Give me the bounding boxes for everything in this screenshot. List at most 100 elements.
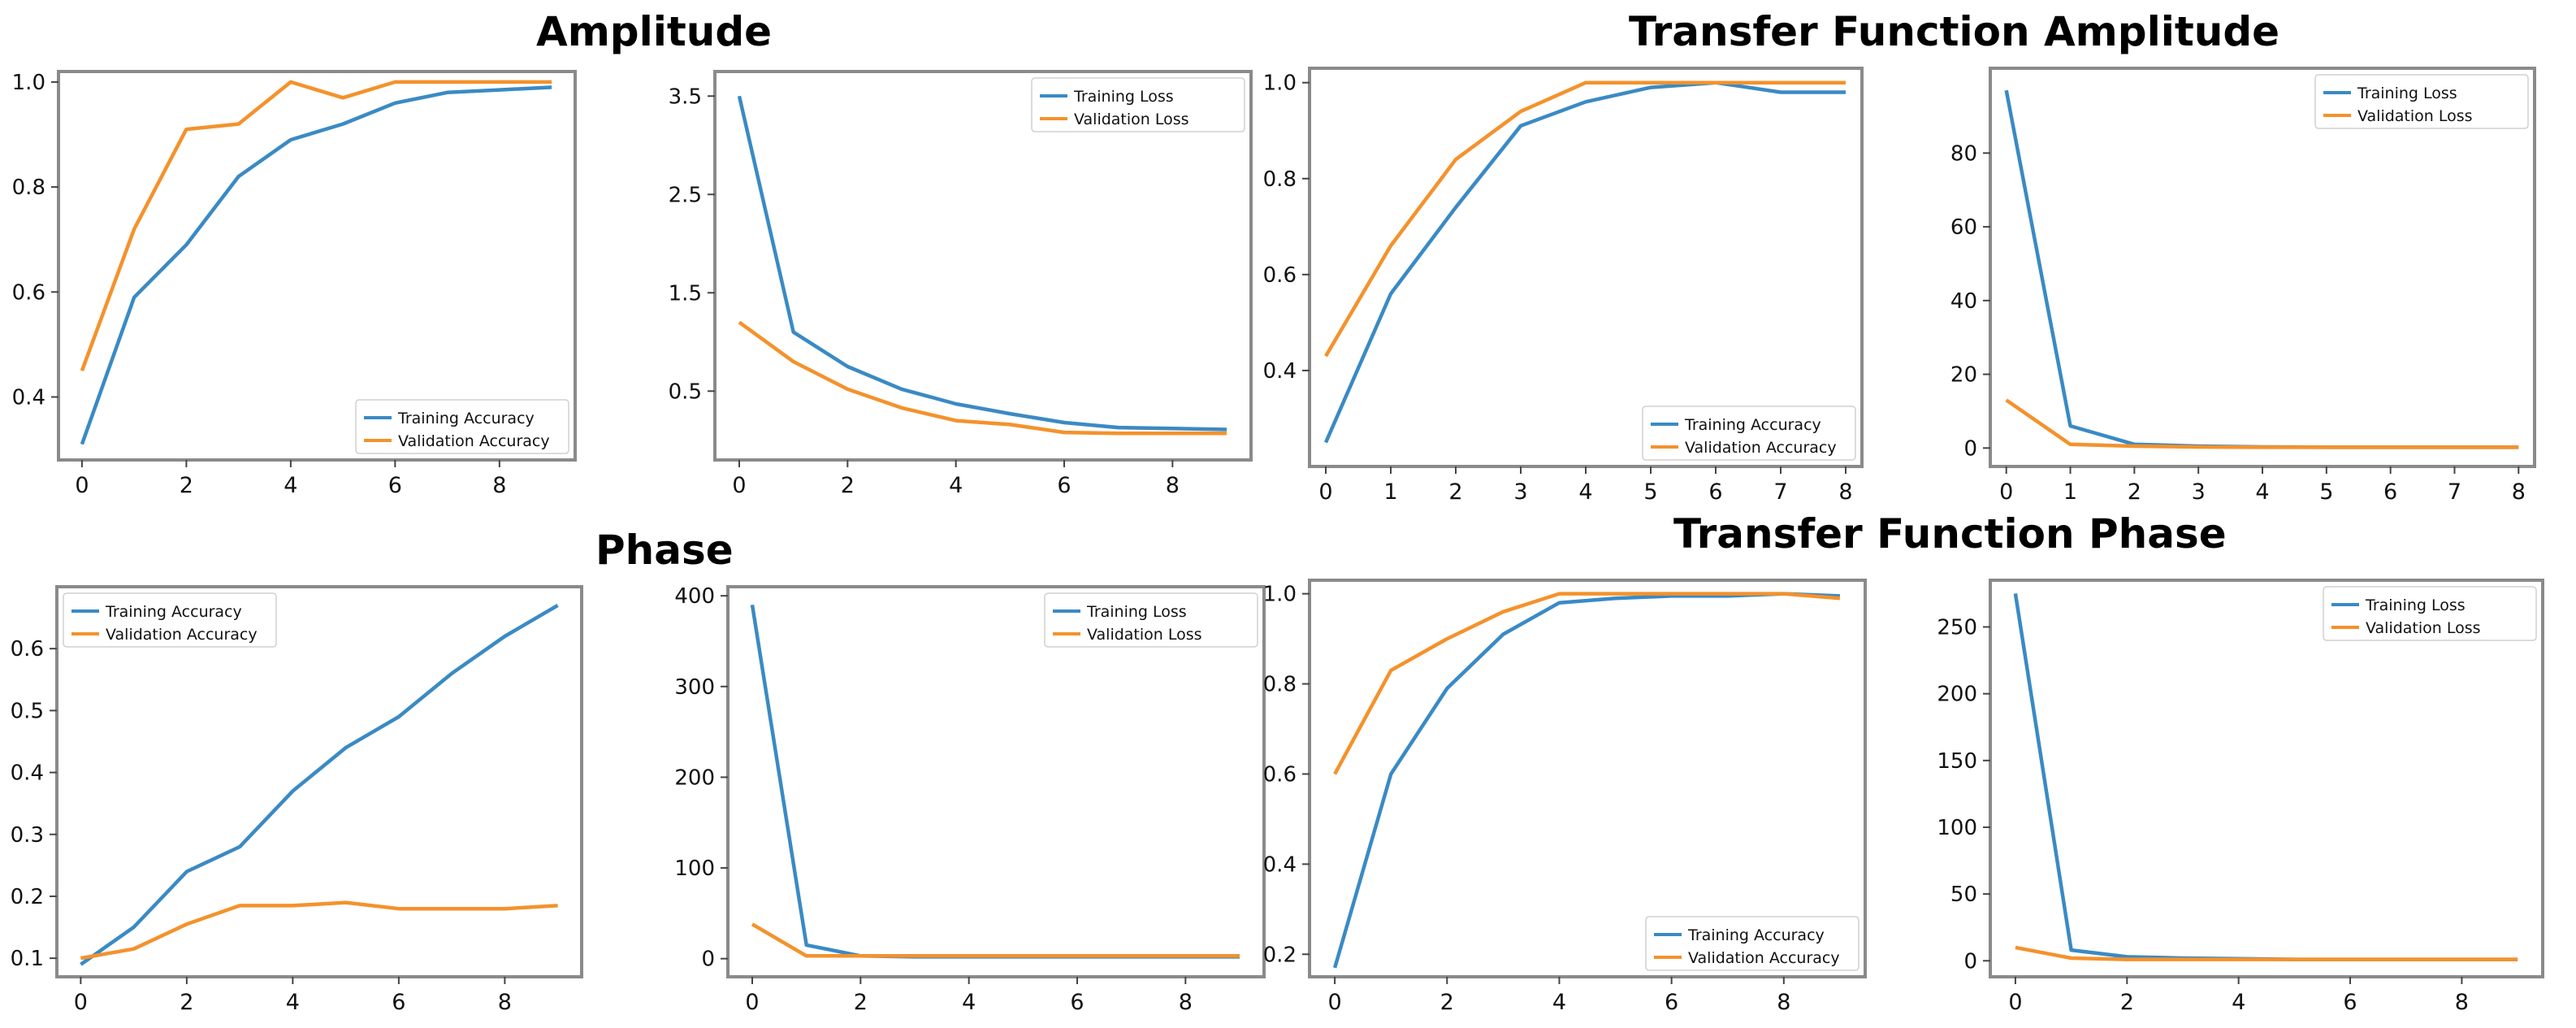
transfer-function-phase-title: Transfer Function Phase xyxy=(1673,510,2227,557)
legend-label: Validation Loss xyxy=(2357,107,2473,125)
legend-label: Validation Accuracy xyxy=(1688,949,1840,967)
y-tick-label: 400 xyxy=(674,584,715,609)
y-tick-label: 20 xyxy=(1950,363,1977,388)
x-tick-label: 2 xyxy=(2120,990,2134,1015)
x-tick-label: 8 xyxy=(1838,479,1852,505)
legend-label: Validation Loss xyxy=(2366,619,2481,637)
x-tick-label: 0 xyxy=(745,990,759,1015)
y-tick-label: 0.5 xyxy=(11,699,44,723)
x-tick-label: 4 xyxy=(949,473,963,498)
x-tick-label: 1 xyxy=(1383,479,1397,505)
chart-tf-phase-loss: 0 2 4 6 8 0 50 100 150 200 250 Training Loss Validat… xyxy=(1937,579,2544,1015)
series-line-validation xyxy=(751,922,1240,958)
legend-label: Validation Loss xyxy=(1087,626,1202,644)
x-tick-label: 8 xyxy=(498,990,512,1015)
legend-label: Training Accuracy xyxy=(397,410,535,427)
x-tick-label: 4 xyxy=(286,990,300,1015)
legend-label: Validation Accuracy xyxy=(1685,439,1837,457)
y-tick-label: 150 xyxy=(1937,749,1977,774)
x-tick-label: 3 xyxy=(2192,479,2206,505)
x-tick-label: 6 xyxy=(392,990,405,1015)
y-tick-label: 60 xyxy=(1950,215,1977,240)
y-tick-label: 0.4 xyxy=(1263,852,1297,877)
series-line-validation xyxy=(1333,592,1841,775)
legend: Training Loss Validation Loss xyxy=(1044,592,1258,648)
y-tick-label: 1.0 xyxy=(1263,72,1297,96)
y-tick-label: 200 xyxy=(674,766,715,790)
series-line-training xyxy=(80,603,559,966)
plot-frame xyxy=(1989,579,2544,978)
legend: Training Loss Validation Loss xyxy=(1031,77,1245,132)
legend-box xyxy=(1642,406,1856,461)
series-line-validation xyxy=(80,80,552,371)
legend: Training Loss Validation Loss xyxy=(2314,74,2529,129)
series-line-validation xyxy=(1324,80,1846,358)
y-tick-label: 250 xyxy=(1937,616,1977,640)
x-tick-label: 8 xyxy=(1166,473,1180,498)
x-tick-label: 0 xyxy=(1318,479,1332,505)
legend: Training Loss Validation Loss xyxy=(2323,586,2537,641)
legend-label: Validation Accuracy xyxy=(398,432,550,450)
y-tick-label: 2.5 xyxy=(669,183,702,207)
y-tick-label: 3.5 xyxy=(669,85,702,109)
x-tick-label: 8 xyxy=(1179,990,1193,1015)
y-tick-label: 200 xyxy=(1937,683,1977,707)
y-tick-label: 0.6 xyxy=(1263,263,1297,288)
y-tick-label: 0.8 xyxy=(1263,167,1297,192)
legend: Training Accuracy Validation Accuracy xyxy=(63,592,277,648)
y-tick-label: 0.6 xyxy=(1263,762,1297,787)
y-tick-label: 0.4 xyxy=(1263,359,1297,384)
y-tick-label: 50 xyxy=(1950,883,1977,907)
x-tick-label: 7 xyxy=(1773,479,1787,505)
legend: Training Accuracy Validation Accuracy xyxy=(355,399,569,454)
series-line-training xyxy=(750,604,1240,959)
y-tick-label: 0 xyxy=(1963,949,1977,974)
chart-amp-loss: 0 2 4 6 8 0.5 1.5 2.5 3.5 Training Loss Validation… xyxy=(669,70,1253,498)
series-line-training xyxy=(1323,80,1846,444)
x-tick-label: 7 xyxy=(2448,479,2461,505)
y-tick-label: 0.2 xyxy=(1263,943,1297,967)
x-tick-label: 6 xyxy=(1708,479,1722,505)
series-line-training xyxy=(1332,592,1840,969)
amplitude-title: Amplitude xyxy=(536,8,773,55)
x-tick-label: 6 xyxy=(1070,990,1084,1015)
series-line-training xyxy=(80,85,552,445)
x-tick-label: 6 xyxy=(1665,990,1678,1015)
y-tick-label: 0.6 xyxy=(12,280,45,305)
legend: Training Accuracy Validation Accuracy xyxy=(1642,406,1856,461)
x-tick-label: 5 xyxy=(2319,479,2333,505)
plot-frame xyxy=(713,70,1253,462)
series-line-training xyxy=(2013,593,2518,961)
x-tick-label: 6 xyxy=(1057,473,1071,498)
x-tick-label: 6 xyxy=(388,473,402,498)
legend-label: Training Accuracy xyxy=(105,603,242,621)
y-tick-label: 100 xyxy=(1937,816,1977,840)
series-line-training xyxy=(2004,89,2519,449)
x-tick-label: 2 xyxy=(841,473,855,498)
y-tick-label: 0.8 xyxy=(12,176,45,200)
chart-amp-acc: 0 2 4 6 8 0.4 0.6 0.8 1.0 Training Accuracy Valida… xyxy=(12,70,577,498)
y-tick-label: 0.4 xyxy=(11,761,44,786)
y-tick-label: 0.4 xyxy=(12,385,45,410)
x-tick-label: 4 xyxy=(1578,479,1592,505)
legend-label: Training Loss xyxy=(1073,88,1174,106)
y-tick-label: 1.5 xyxy=(669,281,702,306)
x-tick-label: 1 xyxy=(2063,479,2077,505)
x-tick-label: 2 xyxy=(2128,479,2141,505)
x-tick-label: 4 xyxy=(2232,990,2245,1015)
x-tick-label: 0 xyxy=(1327,990,1341,1015)
x-tick-label: 2 xyxy=(1448,479,1462,505)
legend-box xyxy=(1645,916,1859,971)
x-tick-label: 0 xyxy=(75,473,89,498)
x-tick-label: 0 xyxy=(74,990,88,1015)
x-tick-label: 4 xyxy=(1552,990,1566,1015)
legend-label: Training Loss xyxy=(1086,603,1187,621)
x-tick-label: 2 xyxy=(180,473,193,498)
plot-frame xyxy=(57,70,577,462)
series-line-validation xyxy=(80,900,558,961)
legend-label: Training Loss xyxy=(2365,596,2466,614)
y-tick-label: 300 xyxy=(674,675,715,700)
chart-phase-acc: 0 2 4 6 8 0.1 0.2 0.3 0.4 0.5 0.6 Training Accuracy… xyxy=(11,585,583,1015)
y-tick-label: 1.0 xyxy=(12,71,45,95)
